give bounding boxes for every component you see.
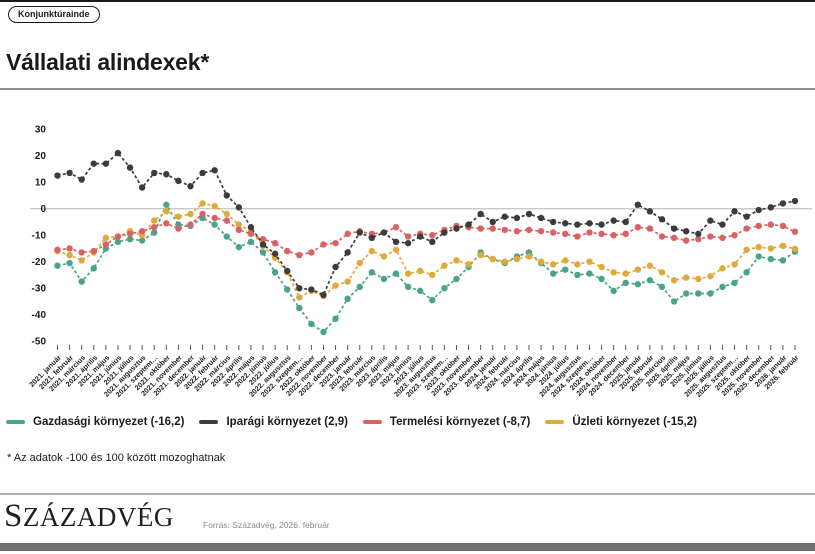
top-border-line	[0, 0, 815, 2]
title-divider	[0, 88, 815, 90]
legend-label-uzleti: Üzleti környezet (-15,2)	[572, 416, 697, 428]
source-text: Forrás: Századvég, 2026. február	[203, 520, 330, 530]
legend-swatch-gazdasagi-icon	[6, 420, 25, 424]
category-badge[interactable]: Konjunktúrainde	[8, 6, 100, 23]
legend-label-termelesi: Termelési környezet (-8,7)	[389, 416, 531, 428]
page-title: Vállalati alindexek*	[6, 49, 210, 76]
legend-item-gazdasagi: Gazdasági környezet (-16,2)	[6, 416, 184, 428]
bottom-bar	[0, 543, 815, 551]
svg-text:-40: -40	[32, 310, 47, 321]
footer-divider	[0, 493, 815, 495]
legend-swatch-uzleti-icon	[545, 420, 565, 424]
svg-text:30: 30	[35, 125, 47, 136]
chart-footnote: * Az adatok -100 és 100 között mozoghatn…	[7, 452, 226, 464]
svg-text:-50: -50	[32, 337, 47, 348]
szazadveg-logo: SZÁZADVÉG	[4, 498, 174, 534]
legend-label-gazdasagi: Gazdasági környezet (-16,2)	[33, 416, 185, 428]
svg-text:-30: -30	[32, 284, 47, 295]
svg-text:20: 20	[35, 151, 47, 162]
svg-text:0: 0	[40, 204, 46, 215]
legend-swatch-iparagi-icon	[199, 420, 219, 424]
legend-swatch-termelesi-icon	[362, 420, 382, 424]
legend-item-iparagi: Iparági környezet (2,9)	[199, 416, 348, 428]
chart-legend: Gazdasági környezet (-16,2) Iparági körn…	[6, 416, 697, 428]
chart-area: 30 20 10 0 -10 -20 -30 -40 -50 2021. január 2021. …	[0, 95, 815, 410]
legend-label-iparagi: Iparági környezet (2,9)	[226, 416, 348, 428]
legend-item-uzleti: Üzleti környezet (-15,2)	[545, 416, 697, 428]
svg-text:-20: -20	[32, 257, 47, 268]
legend-item-termelesi: Termelési környezet (-8,7)	[362, 416, 531, 428]
svg-text:10: 10	[35, 178, 47, 189]
svg-text:-10: -10	[32, 231, 47, 242]
